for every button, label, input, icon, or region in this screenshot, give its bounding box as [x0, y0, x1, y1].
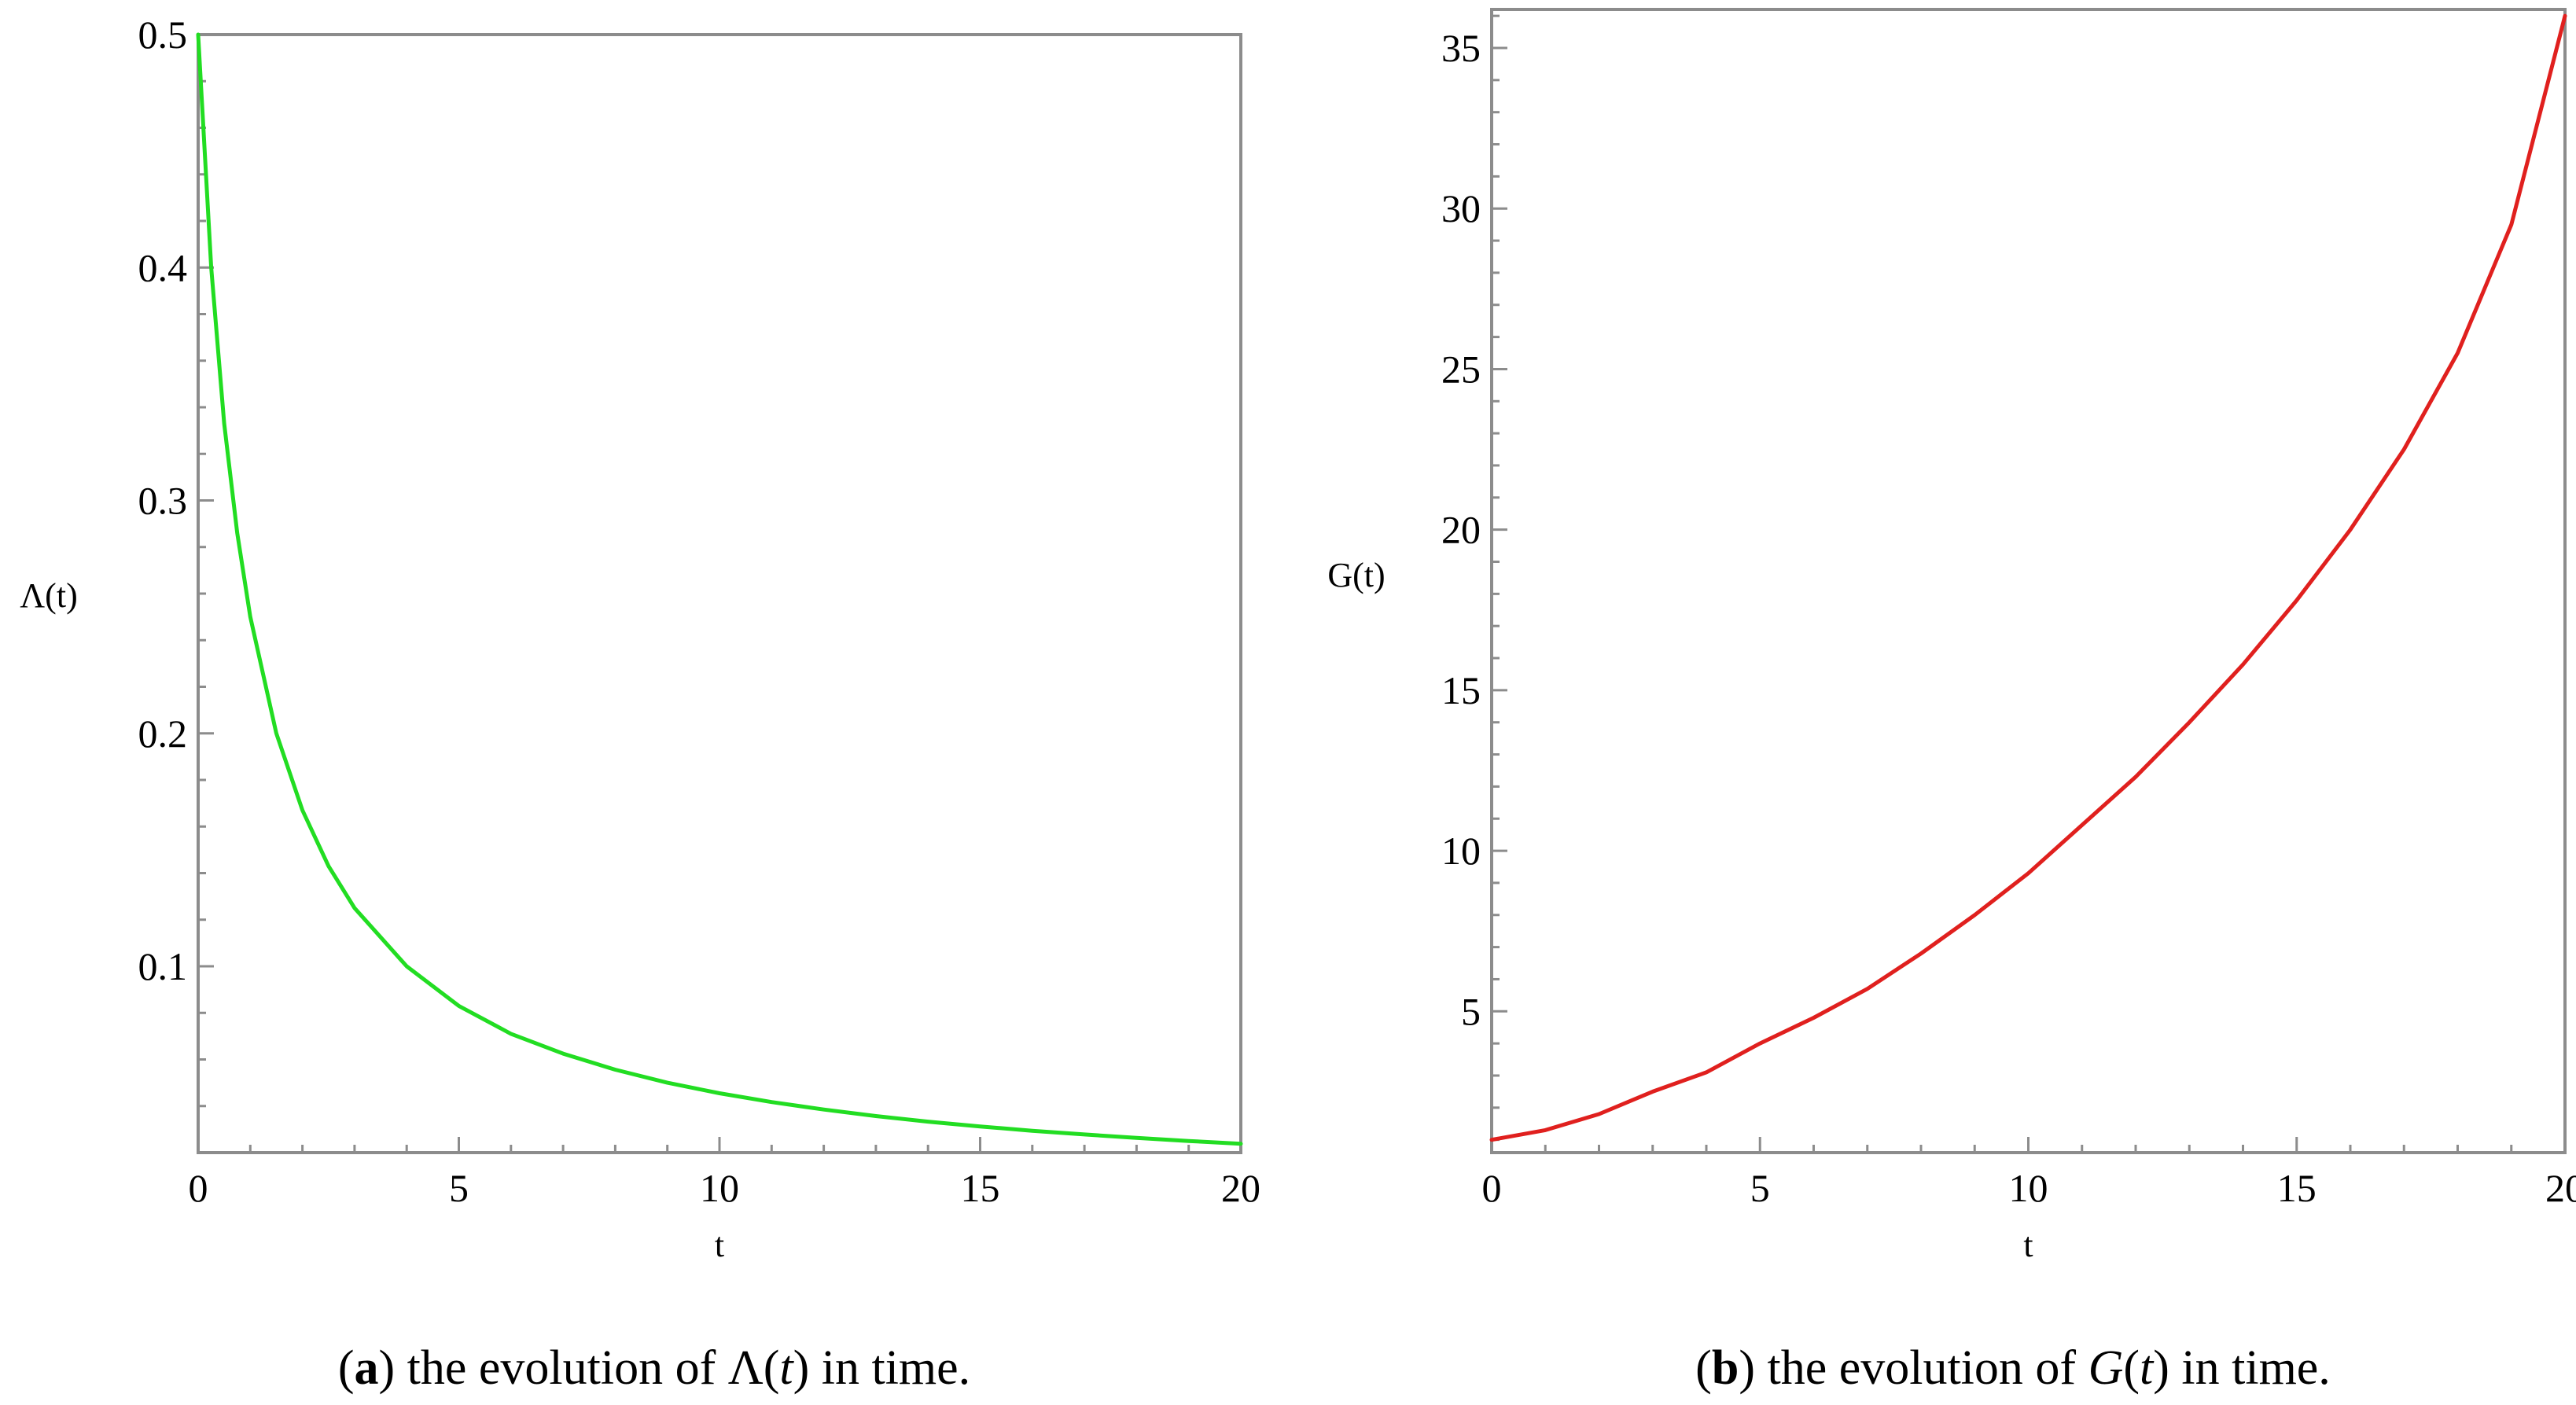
plot-frame [197, 33, 1242, 1154]
y-axis-label: Λ(t) [20, 576, 77, 615]
x-tick-label: 15 [961, 1166, 1000, 1210]
chart-panel-b: 0 5 10 15 20 5 10 15 20 25 30 35 t G(t) (b) the evolut… [1327, 8, 2576, 1395]
series-line [196, 32, 1243, 1146]
y-tick-label: 0.4 [138, 245, 188, 289]
figure-caption: (b) the evolution of G(t) in time. [1695, 1341, 2331, 1395]
y-tick-label: 0.5 [138, 13, 188, 57]
y-tick-label: 0.3 [138, 479, 188, 523]
plot-frame [1490, 8, 2567, 1154]
x-tick-label: 0 [189, 1166, 208, 1210]
y-tick-label: 0.1 [138, 944, 188, 988]
y-tick-label: 15 [1441, 668, 1481, 712]
y-axis-label: G(t) [1327, 556, 1385, 594]
y-tick-label: 30 [1441, 186, 1481, 230]
figure-caption: (a) the evolution of Λ(t) in time. [338, 1341, 970, 1395]
x-tick-label: 0 [1482, 1166, 1502, 1210]
x-tick-label: 10 [700, 1166, 739, 1210]
x-tick-label: 5 [1750, 1166, 1770, 1210]
y-tick-label: 5 [1461, 989, 1481, 1033]
x-axis-label: t [2023, 1226, 2033, 1264]
y-tick-label: 35 [1441, 26, 1481, 70]
y-tick-label: 20 [1441, 508, 1481, 552]
x-tick-label: 20 [1221, 1166, 1260, 1210]
x-tick-label: 15 [2277, 1166, 2317, 1210]
y-tick-label: 0.2 [138, 712, 188, 756]
x-tick-label: 20 [2545, 1166, 2576, 1210]
x-tick-label: 5 [449, 1166, 469, 1210]
x-axis-label: t [715, 1226, 724, 1264]
series-line [1489, 13, 2567, 1142]
y-tick-label: 25 [1441, 347, 1481, 391]
x-tick-label: 10 [2009, 1166, 2048, 1210]
y-tick-label: 10 [1441, 829, 1481, 873]
chart-panel-a: 0 5 10 15 20 0.1 0.2 0.3 0.4 0.5 t Λ(t) (a) the evol… [20, 13, 1260, 1395]
